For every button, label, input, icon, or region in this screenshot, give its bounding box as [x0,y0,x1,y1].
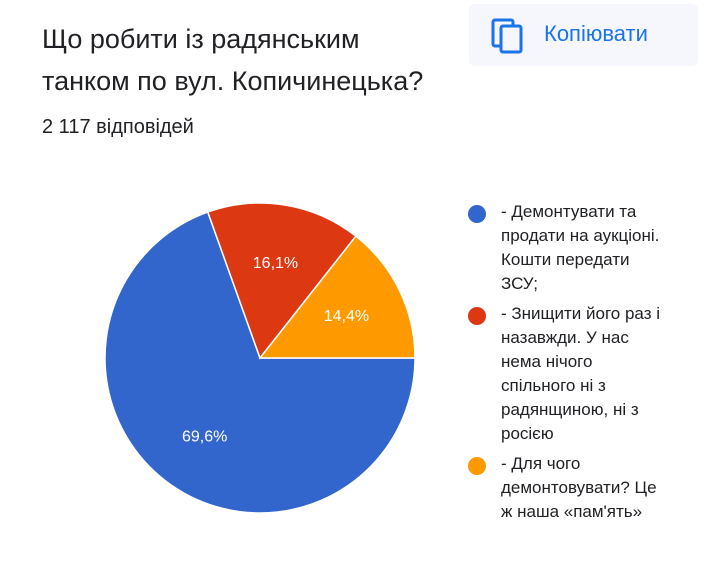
legend-item-2: - Знищити його раз і назавжди. У нас нем… [465,302,705,446]
legend-label: - Демонтувати та продати на аукціоні. Ко… [501,202,660,293]
legend-item-3: - Для чого демонтовувати? Це ж наша «пам… [465,452,705,524]
pie-slice-1[interactable] [104,211,416,514]
chart-legend: - Демонтувати та продати на аукціоні. Ко… [465,200,705,530]
response-count: 2 117 відповідей [42,116,194,138]
pie-chart: 69,6% 16,1% 14,4% [104,202,416,514]
legend-label: - Для чого демонтовувати? Це ж наша «пам… [501,454,657,521]
copy-icon [491,18,523,54]
pie-slice-label-2: 16,1% [253,255,298,272]
copy-button-label: Копіювати [544,21,648,46]
question-title: Що робити із радянським танком по вул. К… [42,24,424,96]
legend-dot-icon [468,205,486,223]
pie-slice-label-1: 69,6% [182,429,227,446]
legend-dot-icon [468,307,486,325]
pie-slice-3[interactable] [258,235,416,359]
legend-item-1: - Демонтувати та продати на аукціоні. Ко… [465,200,705,296]
pie-slice-label-3: 14,4% [324,308,369,325]
legend-label: - Знищити його раз і назавжди. У нас нем… [501,304,660,443]
legend-dot-icon [468,457,486,475]
copy-button[interactable]: Копіювати [469,4,698,66]
pie-slice-2[interactable] [206,202,357,360]
